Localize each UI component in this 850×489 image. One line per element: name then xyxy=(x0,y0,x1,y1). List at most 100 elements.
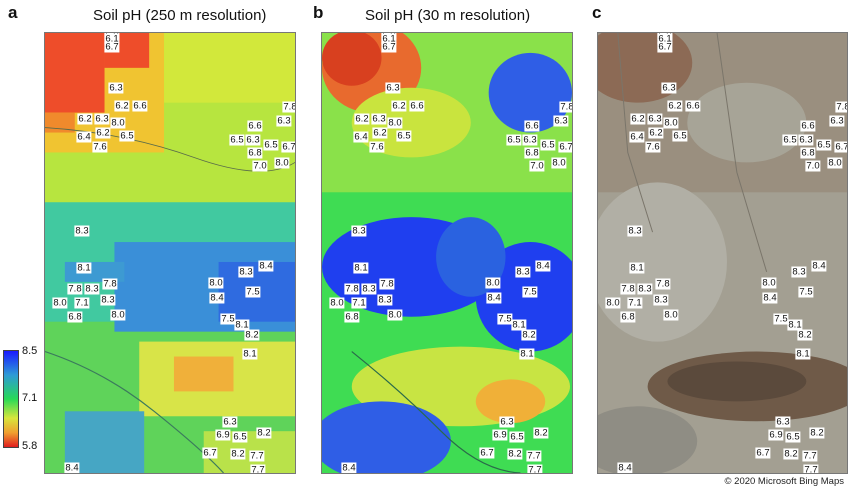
sample-label: 8.2 xyxy=(797,329,813,341)
copyright-text: © 2020 Microsoft Bing Maps xyxy=(724,476,844,487)
sample-label: 6.3 xyxy=(222,416,238,428)
sample-label: 6.5 xyxy=(782,134,798,146)
sample-label: 8.2 xyxy=(230,448,246,460)
sample-label: 7.5 xyxy=(773,313,789,325)
sample-label: 8.2 xyxy=(507,448,523,460)
legend-mid-label: 7.1 xyxy=(22,392,38,404)
map-panel-30m: 5.96.16.76.36.26.66.26.38.06.46.26.57.67… xyxy=(321,32,573,474)
sample-label: 8.2 xyxy=(809,427,825,439)
sample-label: 7.0 xyxy=(805,160,821,172)
ph-raster-30m xyxy=(322,33,572,473)
sample-label: 8.4 xyxy=(258,260,274,272)
sample-label: 8.1 xyxy=(242,348,258,360)
sample-label: 8.1 xyxy=(76,262,92,274)
sample-label: 6.4 xyxy=(76,131,92,143)
sample-label: 8.3 xyxy=(791,266,807,278)
sample-label: 6.3 xyxy=(522,134,538,146)
sample-label: 7.1 xyxy=(351,297,367,309)
sample-label: 6.3 xyxy=(371,113,387,125)
sample-label: 7.7 xyxy=(526,450,542,462)
sample-label: 7.8 xyxy=(67,283,83,295)
panel-letter-b: b xyxy=(313,3,324,22)
ph-raster-250m xyxy=(45,33,295,473)
sample-label: 6.2 xyxy=(95,127,111,139)
sample-label: 6.7 xyxy=(381,41,397,53)
sample-label: 6.7 xyxy=(202,447,218,459)
sample-label: 7.8 xyxy=(344,283,360,295)
sample-label: 8.0 xyxy=(485,277,501,289)
sample-label: 6.4 xyxy=(353,131,369,143)
sample-label: 6.5 xyxy=(119,130,135,142)
sample-label: 7.8 xyxy=(835,101,847,113)
sample-label: 8.3 xyxy=(361,283,377,295)
sample-label: 6.3 xyxy=(276,115,292,127)
sample-label: 6.3 xyxy=(553,115,569,127)
sample-label: 8.0 xyxy=(387,309,403,321)
sample-label: 8.4 xyxy=(617,462,633,474)
sample-label: 7.6 xyxy=(92,141,108,153)
sample-label: 6.9 xyxy=(492,429,508,441)
sample-label: 8.2 xyxy=(521,329,537,341)
map-panel-imagery: 5.96.16.76.36.26.66.26.38.06.46.26.57.67… xyxy=(597,32,848,474)
sample-label: 8.2 xyxy=(244,329,260,341)
sample-label: 7.8 xyxy=(559,101,573,113)
sample-label: 8.1 xyxy=(519,348,535,360)
sample-label: 6.3 xyxy=(245,134,261,146)
sample-label: 6.8 xyxy=(247,147,263,159)
sample-label: 6.2 xyxy=(630,113,646,125)
sample-label: 7.8 xyxy=(655,278,671,290)
sample-label: 6.3 xyxy=(661,82,677,94)
panel-letter-a: a xyxy=(8,3,18,22)
sample-label: 8.0 xyxy=(663,309,679,321)
panel-title-a: Soil pH (250 m resolution) xyxy=(93,7,267,24)
sample-label: 6.2 xyxy=(114,100,130,112)
sample-label: 8.0 xyxy=(761,277,777,289)
sample-label: 8.0 xyxy=(387,117,403,129)
sample-label: 8.3 xyxy=(100,294,116,306)
sample-label: 8.3 xyxy=(351,225,367,237)
sample-label: 6.7 xyxy=(558,141,573,153)
sample-label: 8.3 xyxy=(515,266,531,278)
sample-label: 7.8 xyxy=(379,278,395,290)
sample-label: 6.3 xyxy=(775,416,791,428)
sample-label: 8.3 xyxy=(84,283,100,295)
sample-label: 8.4 xyxy=(64,462,80,474)
sample-label: 8.1 xyxy=(629,262,645,274)
sample-label: 7.7 xyxy=(250,464,266,474)
sample-label: 6.5 xyxy=(672,130,688,142)
sample-label: 7.5 xyxy=(798,286,814,298)
sample-label: 6.4 xyxy=(629,131,645,143)
sample-label: 8.4 xyxy=(762,292,778,304)
sample-label: 7.1 xyxy=(627,297,643,309)
sample-label: 7.7 xyxy=(527,464,543,474)
sample-label: 6.5 xyxy=(816,139,832,151)
sample-label: 8.0 xyxy=(208,277,224,289)
sample-label: 6.3 xyxy=(94,113,110,125)
sample-label: 7.6 xyxy=(645,141,661,153)
sample-label: 8.2 xyxy=(256,427,272,439)
sample-label: 7.5 xyxy=(220,313,236,325)
sample-label: 8.0 xyxy=(110,117,126,129)
sample-label: 6.7 xyxy=(755,447,771,459)
sample-label: 7.8 xyxy=(620,283,636,295)
sample-label: 6.2 xyxy=(372,127,388,139)
sample-label: 8.4 xyxy=(209,292,225,304)
sample-label: 7.8 xyxy=(102,278,118,290)
sample-label: 6.7 xyxy=(104,41,120,53)
sample-label: 8.0 xyxy=(827,157,843,169)
sample-label: 8.1 xyxy=(795,348,811,360)
sample-label: 6.6 xyxy=(132,100,148,112)
sample-label: 7.7 xyxy=(803,464,819,474)
map-panel-250m: 5.96.16.76.36.26.66.26.38.06.46.26.57.67… xyxy=(44,32,296,474)
sample-label: 8.2 xyxy=(533,427,549,439)
sample-label: 8.0 xyxy=(52,297,68,309)
sample-label: 7.1 xyxy=(74,297,90,309)
sample-label: 8.1 xyxy=(511,319,527,331)
sample-label: 6.2 xyxy=(648,127,664,139)
sample-label: 7.5 xyxy=(245,286,261,298)
sample-label: 8.4 xyxy=(486,292,502,304)
sample-label: 6.6 xyxy=(247,120,263,132)
sample-label: 8.0 xyxy=(551,157,567,169)
sample-label: 6.8 xyxy=(800,147,816,159)
sample-label: 8.3 xyxy=(238,266,254,278)
